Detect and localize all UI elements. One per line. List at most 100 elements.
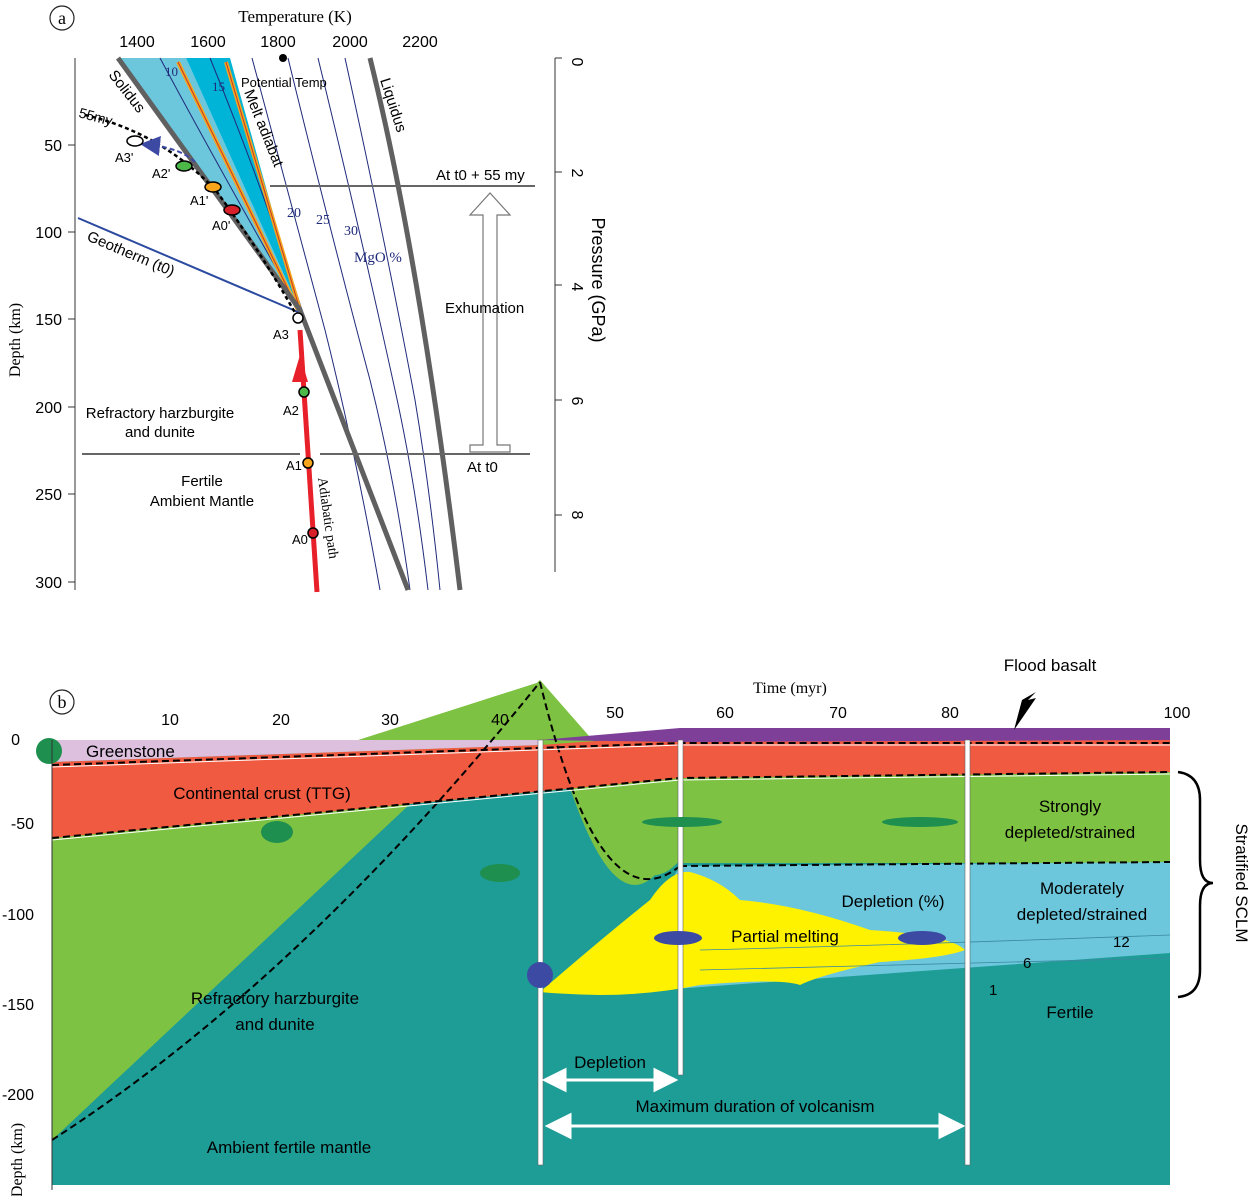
time-tick-30: 30 [381,712,399,729]
melt-lens-1 [654,931,702,945]
temp-tick-2000: 2000 [332,34,368,51]
adiabat-red-1 [177,61,299,311]
max-duration-label: Maximum duration of volcanism [635,1097,874,1116]
depletion-arrow-left-head [541,1067,567,1093]
depletion-value-12: 12 [1113,934,1130,951]
panel-a-label-circle [49,5,75,31]
flood-basalt-layer [540,728,1170,742]
depth-tick-200: 200 [35,400,62,417]
solidus-line [115,56,411,591]
green-lens-1 [642,817,722,827]
exhumation-label: Exhumation [445,300,524,317]
melt-region-dark [186,58,300,310]
strongly-label-line1: Strongly [1039,797,1102,816]
label-A3-prime: A3' [115,150,133,165]
depletion-contour-6 [699,957,1171,971]
pressure-tick-4: 4 [568,283,585,292]
label-A1-prime: A1' [190,193,208,208]
point-A2 [298,386,310,398]
mgo-contour-25 [287,57,411,591]
moderately-label-line1: Moderately [1040,879,1125,898]
melt-lens-2 [898,931,946,945]
partial-melting-zone [540,871,965,995]
green-blob-2 [261,821,293,843]
label-A0: A0 [292,532,308,547]
time-tick-10: 10 [161,712,179,729]
strongly-label-line2: depleted/strained [1005,823,1135,842]
boundary-wedge [539,681,681,881]
time-tick-60: 60 [716,705,734,722]
point-A3 [292,312,304,324]
adiabatic-path-label: Adiabatic path [314,476,340,559]
pressure-tick-2: 2 [568,169,585,178]
depth-b-tick-0: 0 [11,732,20,749]
partial-melting-label: Partial melting [731,927,839,946]
potential-temp-point [279,54,287,62]
label-A0-prime: A0' [212,218,230,233]
liquidus-line [367,57,463,591]
panel-b: b [2,656,1251,1196]
green-blob-3 [480,864,520,882]
pressure-tick-0: 0 [568,58,585,67]
depth-tick-150: 150 [35,312,62,329]
refractory-b-label-line1: Refractory harzburgite [191,989,359,1008]
mgo-value-30: 30 [344,224,358,239]
fertile-label-line1: Fertile [181,473,223,490]
refractory-label-line1: Refractory harzburgite [86,405,234,422]
refractory-region-main [52,682,680,1140]
temp-tick-2200: 2200 [402,34,438,51]
temperature-axis-title: Temperature (K) [238,7,352,26]
age-label: 55my [77,104,114,128]
green-lens-2 [882,817,958,827]
point-A3-prime [126,135,144,147]
green-blob-1 [36,738,62,764]
time-axis-title: Time (myr) [753,680,827,697]
max-duration-arrow-left-head [544,1112,572,1140]
label-A2: A2 [283,403,299,418]
panel-b-label: b [58,692,67,712]
depletion-pct-label: Depletion (%) [842,892,945,911]
depletion-value-1: 1 [989,982,997,999]
fertile-label-line2: Ambient Mantle [150,493,254,510]
mgo-contour-20 [251,57,381,591]
mgo-contour-30 [317,57,429,591]
boundary-refractory-ambient [51,681,541,1141]
mgo-contour-35 [344,57,441,591]
label-A1: A1 [286,458,302,473]
crust-label: Continental crust (TTG) [173,784,351,803]
ambient-mantle-label: Ambient fertile mantle [207,1138,371,1157]
depth-axis-title: Depth (km) [7,303,24,377]
depletion-label: Depletion [574,1053,646,1072]
temp-tick-1800: 1800 [260,34,296,51]
time-tick-70: 70 [829,705,847,722]
point-A1-prime [204,181,222,193]
vertical-line-43 [537,739,544,1166]
sclm-label: Stratified SCLM [1232,823,1251,942]
refractory-b-label-line2: and dunite [235,1015,314,1034]
time-tick-80: 80 [941,705,959,722]
point-A1 [302,457,314,469]
depth-b-tick-100: -100 [2,907,34,924]
vertical-line-82 [964,739,971,1166]
mgo-value-25: 25 [316,213,330,228]
pressure-tick-8: 8 [568,511,585,520]
potential-temp-label: Potential Temp [241,75,327,90]
moderately-label-line2: depleted/strained [1017,905,1147,924]
geotherm-line [77,217,299,313]
adiabat-red-2 [225,61,301,311]
adiabatic-path-arrowhead [292,355,308,382]
panel-a: a Temperature (K) 1400 1600 1800 2000 22… [7,5,608,593]
mgo-value-10: 10 [165,64,178,79]
exhumation-arrow [468,192,512,453]
depletion-value-6: 6 [1023,955,1031,972]
time-tick-40: 40 [491,712,509,729]
temp-tick-1600: 1600 [190,34,226,51]
panel-b-label-circle [49,689,75,715]
label-A3: A3 [273,327,289,342]
fertile-b-label: Fertile [1046,1003,1093,1022]
depth-axis-b-title: Depth (km) [9,1123,26,1196]
depth-b-tick-50: -50 [11,816,34,833]
depletion-arrow-right-head [653,1067,679,1093]
label-A2-prime: A2' [152,166,170,181]
